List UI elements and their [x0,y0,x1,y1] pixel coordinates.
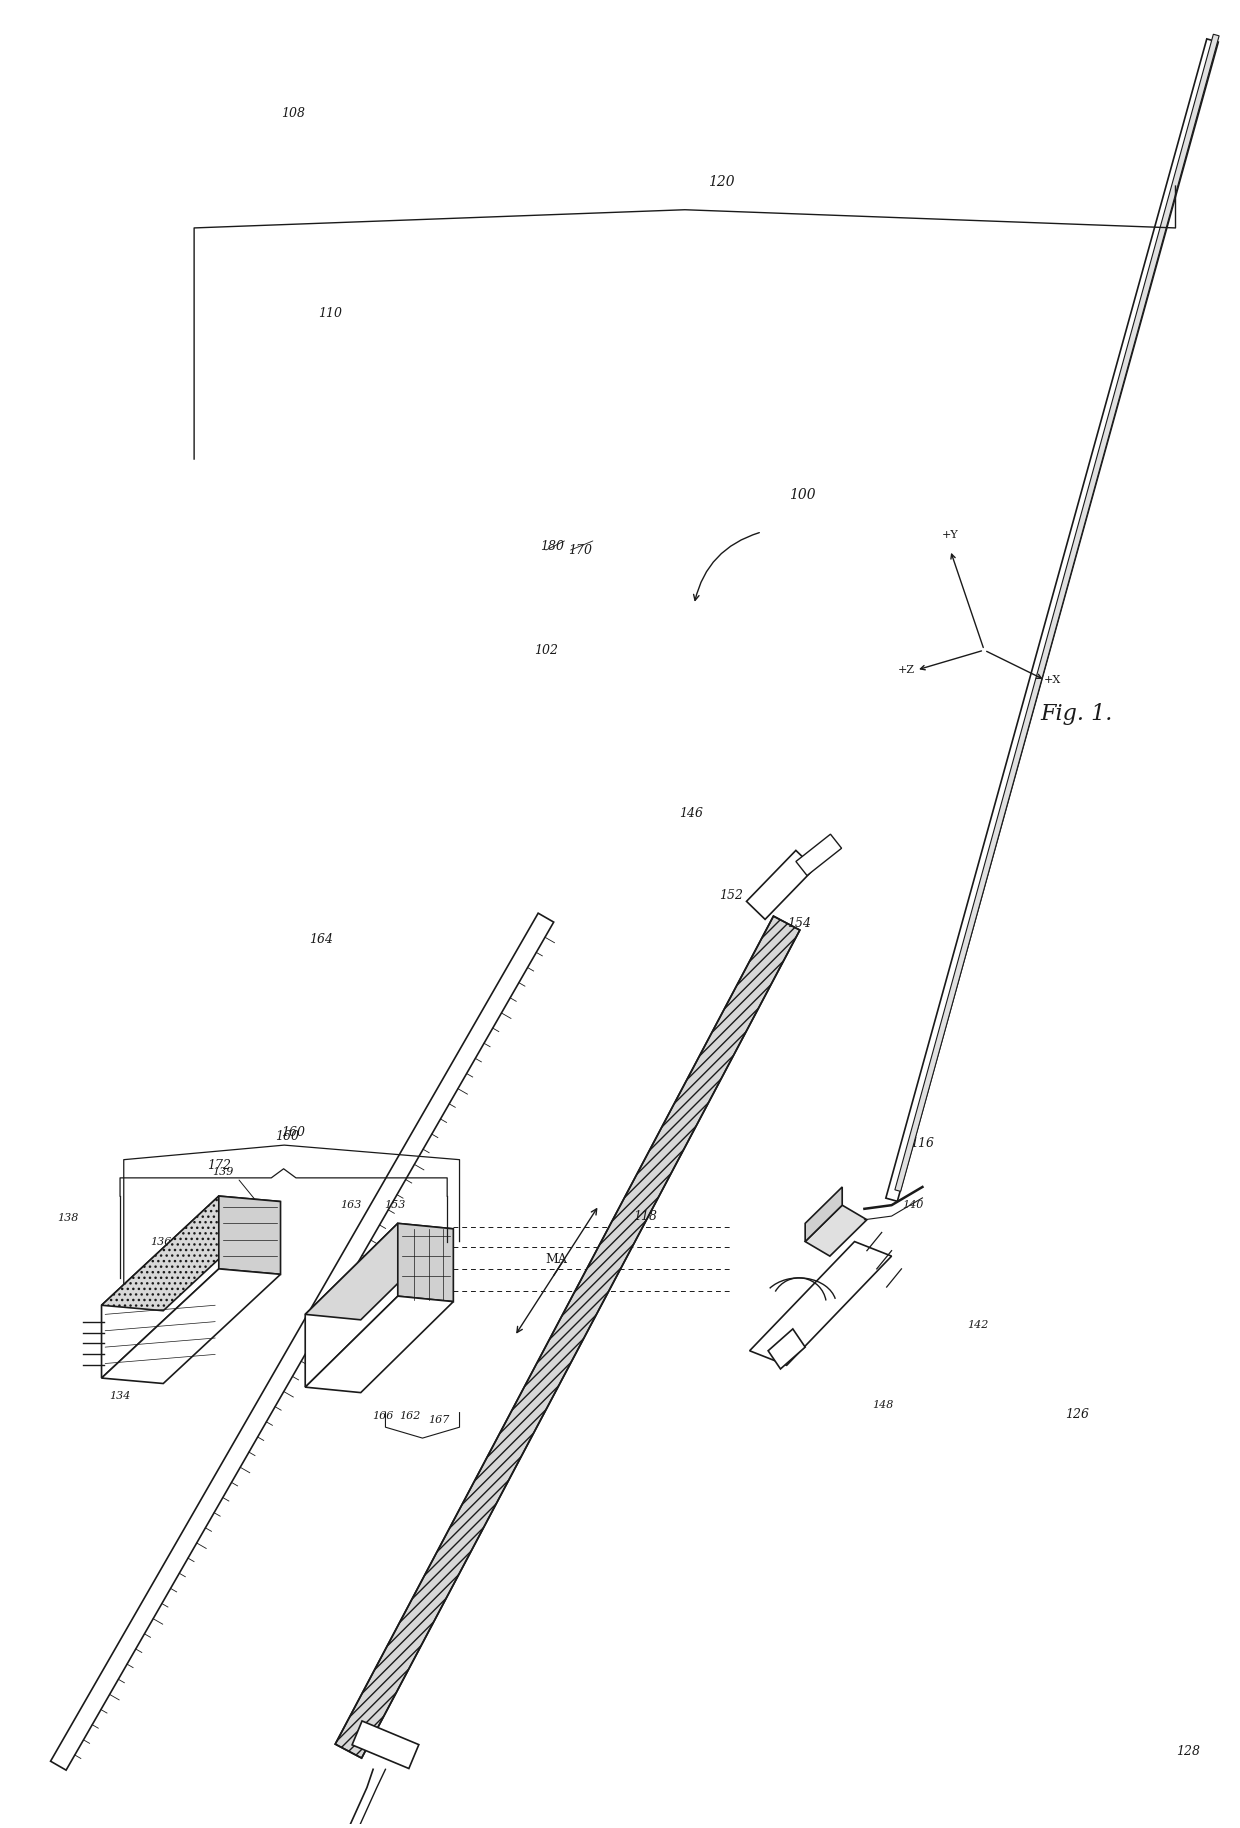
Polygon shape [218,1196,280,1274]
Text: 180: 180 [541,539,564,552]
Text: 170: 170 [568,543,593,556]
Polygon shape [51,914,554,1770]
Text: 138: 138 [57,1214,79,1223]
Text: 163: 163 [340,1201,362,1210]
Polygon shape [805,1205,867,1256]
Text: 152: 152 [719,888,743,903]
Text: 167: 167 [428,1415,449,1424]
Polygon shape [796,834,842,876]
Polygon shape [885,38,1218,1201]
Polygon shape [102,1196,280,1311]
Text: 172: 172 [207,1159,231,1172]
Text: 142: 142 [967,1320,988,1331]
Text: 154: 154 [787,916,811,930]
Text: 126: 126 [1065,1408,1089,1420]
Text: +X: +X [1043,675,1060,686]
Text: 100: 100 [790,488,816,503]
Text: 108: 108 [281,106,305,121]
Polygon shape [750,1241,892,1366]
Text: +Z: +Z [898,665,915,675]
Text: Fig. 1.: Fig. 1. [1040,702,1114,726]
Text: 147: 147 [776,1345,797,1356]
Text: 128: 128 [1176,1744,1200,1757]
Text: 120: 120 [708,175,735,190]
Text: 116: 116 [910,1137,935,1150]
Text: MA: MA [544,1254,567,1267]
Text: 164: 164 [309,932,334,945]
Text: 160: 160 [275,1130,299,1142]
Text: 110: 110 [317,307,342,320]
Polygon shape [102,1269,280,1384]
Polygon shape [746,850,815,919]
Polygon shape [768,1329,805,1369]
Polygon shape [335,916,800,1759]
Text: 162: 162 [399,1411,420,1420]
Text: 148: 148 [872,1400,894,1411]
Text: 166: 166 [372,1411,393,1420]
Text: 139: 139 [212,1168,233,1177]
Polygon shape [895,35,1219,1192]
Polygon shape [305,1223,454,1320]
FancyArrowPatch shape [693,532,759,600]
Polygon shape [805,1186,842,1241]
Text: 140: 140 [901,1201,924,1210]
Text: 136: 136 [150,1236,171,1247]
Polygon shape [305,1223,398,1387]
Text: 153: 153 [384,1201,405,1210]
Polygon shape [305,1296,454,1393]
Text: 102: 102 [534,643,558,656]
Text: 134: 134 [109,1391,130,1402]
Polygon shape [102,1196,218,1378]
Polygon shape [352,1720,419,1768]
Text: +Y: +Y [942,530,959,539]
Polygon shape [398,1223,454,1302]
Text: 118: 118 [632,1210,657,1223]
Text: 160: 160 [281,1126,305,1139]
Text: 146: 146 [680,808,703,821]
